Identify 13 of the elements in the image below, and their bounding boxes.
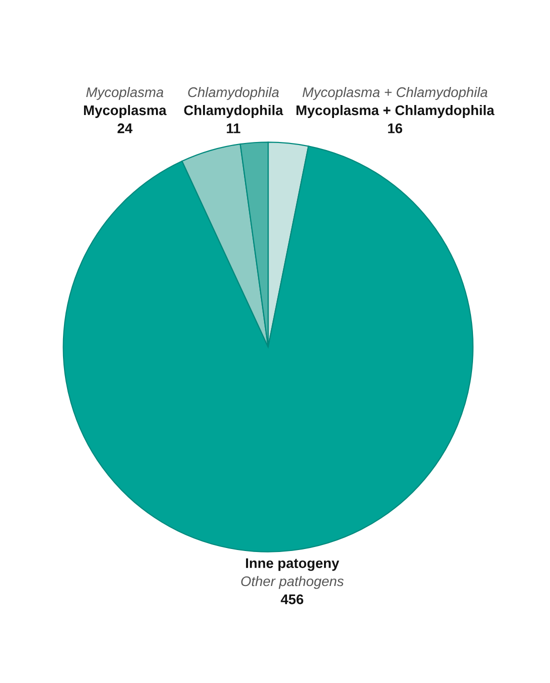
- text: Mycoplasma: [86, 86, 164, 100]
- slice-label: Chlamydophila: [184, 104, 284, 118]
- slice-label: Mycoplasma + Chlamydophila: [296, 104, 494, 118]
- text: Mycoplasma + Chlamydophila: [302, 86, 488, 100]
- text: Other pathogens: [241, 576, 344, 589]
- text: Chlamydophila: [188, 86, 279, 100]
- data-label: 16: [388, 123, 402, 134]
- data-label: 456: [280, 594, 304, 604]
- data-label: 11: [226, 124, 240, 134]
- slice-label: Inne patogeny: [246, 558, 340, 571]
- data-label: 24: [118, 123, 132, 134]
- pie-slice: [62, 146, 474, 552]
- slice-label: Mycoplasma: [84, 104, 167, 118]
